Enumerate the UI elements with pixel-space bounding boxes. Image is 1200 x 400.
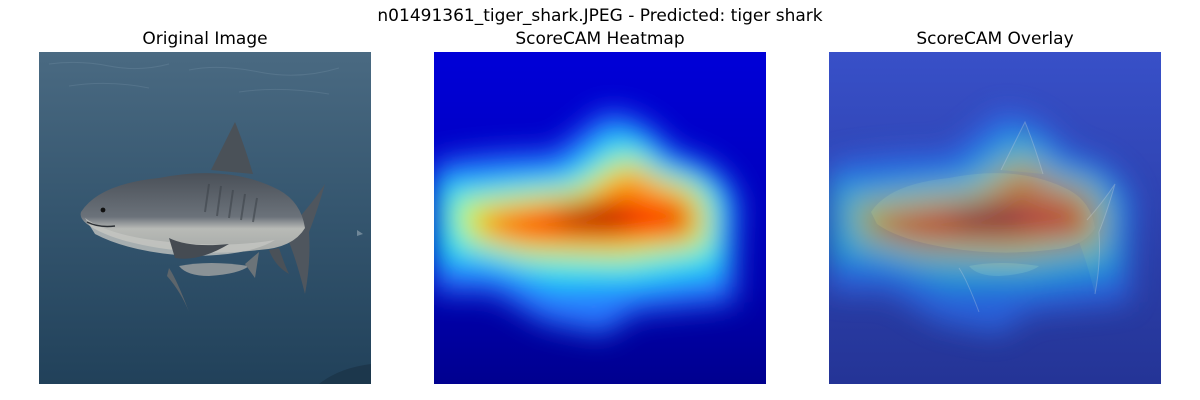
surface-ripples	[48, 61, 340, 95]
overlay-title: ScoreCAM Overlay	[916, 29, 1074, 49]
scorecam-heatmap	[434, 52, 766, 384]
heatmap-title: ScoreCAM Heatmap	[515, 29, 685, 49]
small-fish	[357, 230, 363, 236]
figure-suptitle: n01491361_tiger_shark.JPEG - Predicted: …	[377, 6, 823, 26]
scorecam-overlay	[829, 52, 1161, 384]
remora-fish	[167, 252, 259, 312]
overlay-panel: ScoreCAM Overlay	[829, 28, 1161, 384]
original-image-panel: Original Image	[39, 28, 371, 384]
original-image	[39, 52, 371, 384]
heatmap-panel: ScoreCAM Heatmap	[434, 28, 766, 384]
tiger-shark	[80, 122, 325, 294]
seabed-shadow	[319, 364, 371, 384]
original-image-title: Original Image	[142, 29, 268, 49]
